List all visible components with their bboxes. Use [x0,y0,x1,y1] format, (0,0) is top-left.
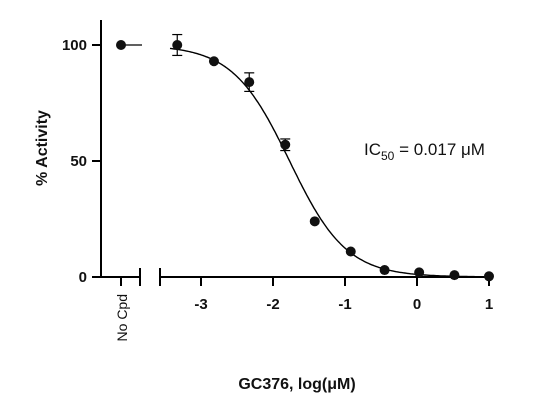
x-tick-label: -3 [194,296,207,313]
y-ticks: 0 50 100 [62,37,101,286]
data-point [172,40,183,50]
data-point [345,246,356,257]
fit-curve [169,47,489,278]
x-ticks: -3 -2 -1 0 1 [194,277,493,313]
y-tick-label: 100 [62,37,87,54]
y-tick-label: 50 [70,153,87,170]
x-tick-label: 1 [485,296,493,313]
x-axis-title: GC376, log(μM) [238,376,355,393]
data-point [309,216,320,227]
control-category-label: No Cpd [114,294,130,341]
fit-curve-layer [169,47,489,278]
data-point [449,270,460,281]
data-point [484,271,494,282]
y-tick-label: 0 [79,269,87,286]
ic50-annotation: IC50 = 0.017 μM [364,140,485,163]
data-point [379,265,390,276]
x-tick-label: -1 [338,296,351,313]
data-point [208,56,219,67]
data-point [244,77,255,88]
data-point [280,139,291,150]
ic50-value: = 0.017 μM [394,140,485,159]
y-axis-title: % Activity [34,110,51,186]
control-layer [116,40,142,50]
ic50-prefix: IC [364,140,381,159]
data-point [414,267,425,278]
x-tick-label: -2 [266,296,279,313]
data-points-layer [172,33,494,282]
x-tick-label: 0 [413,296,421,313]
control-point [116,40,126,50]
ic50-subscript: 50 [381,149,395,163]
